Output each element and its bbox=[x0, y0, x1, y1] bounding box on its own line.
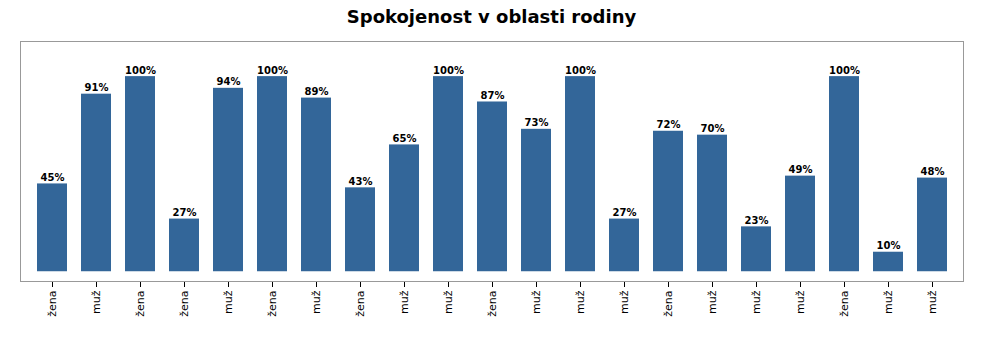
svg-text:muž: muž bbox=[618, 290, 631, 314]
svg-text:muž: muž bbox=[750, 290, 763, 314]
svg-text:72%: 72% bbox=[657, 119, 681, 130]
svg-text:100%: 100% bbox=[257, 65, 288, 76]
svg-text:muž: muž bbox=[90, 290, 103, 314]
svg-text:žena: žena bbox=[134, 291, 147, 317]
svg-text:muž: muž bbox=[398, 290, 411, 314]
svg-text:100%: 100% bbox=[433, 65, 464, 76]
svg-text:muž: muž bbox=[574, 290, 587, 314]
svg-text:70%: 70% bbox=[701, 123, 725, 134]
svg-text:žena: žena bbox=[838, 291, 851, 317]
svg-text:žena: žena bbox=[178, 291, 191, 317]
svg-text:muž: muž bbox=[530, 290, 543, 314]
svg-text:muž: muž bbox=[706, 290, 719, 314]
svg-text:muž: muž bbox=[222, 290, 235, 314]
svg-text:48%: 48% bbox=[921, 166, 945, 177]
svg-text:100%: 100% bbox=[125, 65, 156, 76]
svg-text:muž: muž bbox=[926, 290, 939, 314]
svg-text:muž: muž bbox=[442, 290, 455, 314]
svg-text:91%: 91% bbox=[85, 82, 109, 93]
svg-text:žena: žena bbox=[486, 291, 499, 317]
svg-text:muž: muž bbox=[310, 290, 323, 314]
svg-text:94%: 94% bbox=[217, 76, 241, 87]
svg-text:100%: 100% bbox=[565, 65, 596, 76]
svg-text:muž: muž bbox=[882, 290, 895, 314]
svg-text:žena: žena bbox=[662, 291, 675, 317]
svg-text:žena: žena bbox=[354, 291, 367, 317]
svg-text:89%: 89% bbox=[305, 86, 329, 97]
svg-text:27%: 27% bbox=[613, 207, 637, 218]
svg-text:10%: 10% bbox=[877, 240, 901, 251]
svg-text:73%: 73% bbox=[525, 117, 549, 128]
svg-text:49%: 49% bbox=[789, 164, 813, 175]
svg-text:65%: 65% bbox=[393, 133, 417, 144]
svg-text:87%: 87% bbox=[481, 90, 505, 101]
svg-text:žena: žena bbox=[46, 291, 59, 317]
svg-text:45%: 45% bbox=[41, 172, 65, 183]
svg-text:43%: 43% bbox=[349, 176, 373, 187]
svg-text:muž: muž bbox=[794, 290, 807, 314]
svg-text:27%: 27% bbox=[173, 207, 197, 218]
svg-text:23%: 23% bbox=[745, 215, 769, 226]
svg-text:100%: 100% bbox=[829, 65, 860, 76]
svg-text:žena: žena bbox=[266, 291, 279, 317]
html-text:Spokojenost v oblasti rodiny: Spokojenost v oblasti rodiny bbox=[346, 6, 637, 27]
